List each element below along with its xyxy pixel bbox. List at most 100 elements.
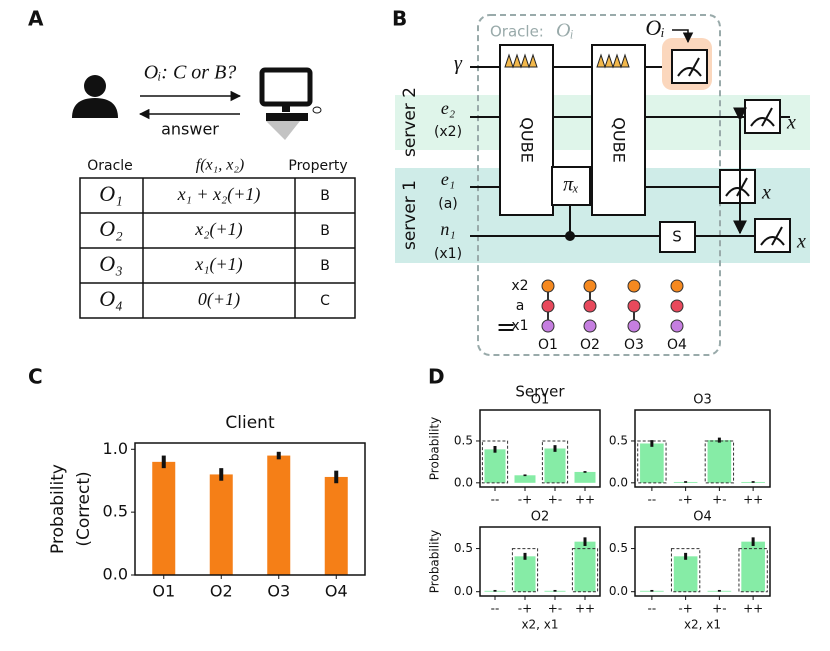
qubit-dot — [583, 319, 597, 333]
x-tick-label: -- — [648, 602, 657, 616]
x-tick-label: O2 — [210, 582, 233, 601]
plot-frame — [634, 409, 771, 488]
meter — [744, 99, 781, 134]
legend-row: a — [516, 298, 525, 314]
chart-title: O2 — [531, 510, 550, 525]
charts: Client 0.0 0.5 1.0 O1 O2 O3 O4 Probability (Corre… — [48, 393, 771, 632]
qubit-note: (x1) — [434, 246, 462, 262]
table-cell: 0(+1) — [198, 289, 240, 310]
table-cell: x₁(+1) — [194, 254, 242, 275]
x-tick-label: -- — [648, 493, 657, 507]
reply: answer — [161, 120, 219, 139]
qubit-label: e₁ — [441, 169, 455, 189]
meter-dial — [677, 67, 702, 77]
bar — [741, 541, 765, 592]
pulse — [504, 53, 538, 69]
qubit-dot — [670, 299, 684, 313]
meter-needle — [771, 226, 783, 246]
table-header: Oracle — [87, 158, 133, 174]
table-cell: x₁ + x₂(+1) — [177, 184, 261, 205]
oracle-symbol: Oᵢ — [556, 20, 574, 42]
gate-label: S — [672, 228, 682, 246]
chart-title: Client — [225, 413, 275, 433]
y-tick-label: 0.0 — [454, 584, 473, 598]
meter — [754, 218, 791, 253]
gate-label: QUBE — [610, 117, 629, 162]
arrow — [672, 29, 694, 44]
x-axis-label: x2, x1 — [684, 618, 721, 632]
ideal-box — [481, 440, 509, 484]
legend-oracle: O2 — [580, 337, 600, 353]
qubit-label: e₂ — [441, 98, 455, 118]
legend-oracle: O4 — [667, 337, 687, 353]
meter-dial — [760, 236, 785, 246]
ideal-box — [571, 548, 599, 593]
bar — [707, 440, 732, 483]
table-cell: x₂(+1) — [194, 219, 242, 240]
x-tick-label: O3 — [267, 582, 290, 601]
x-tick-label: +- — [712, 493, 726, 507]
basis-label: x — [786, 112, 796, 134]
y-axis-label: Probability — [48, 464, 68, 554]
qubit-dot — [627, 279, 641, 293]
ideal-box — [738, 548, 768, 593]
meter-needle — [761, 107, 773, 127]
gate-label: QUBE — [518, 117, 537, 162]
table-cell: B — [320, 188, 330, 204]
person-icon — [84, 75, 106, 97]
y-tick-label: 0.0 — [454, 475, 473, 489]
table-cell: O₁ — [99, 181, 123, 206]
basis-label: x — [761, 182, 771, 204]
legend-row: x2 — [511, 278, 528, 294]
legend-row: x1 — [511, 318, 528, 334]
ideal-box — [670, 548, 701, 593]
query: Oᵢ: C or B? — [144, 62, 237, 84]
person-icon — [72, 98, 118, 118]
panel-label: D — [428, 365, 445, 389]
panel-label: A — [28, 7, 44, 31]
bar — [324, 476, 348, 575]
x-tick-label: ++ — [743, 602, 763, 616]
qubit-dot — [627, 299, 641, 313]
equals: = — [496, 313, 516, 341]
table-header: f(x₁, x₂) — [196, 157, 244, 174]
y-tick-label: 0.5 — [609, 541, 628, 555]
s-gate — [659, 221, 696, 253]
bar — [574, 541, 596, 592]
table-cell: O₂ — [99, 216, 123, 241]
qubit-note: (x2) — [434, 124, 462, 140]
plot-frame — [634, 526, 771, 597]
bar — [484, 449, 506, 483]
oracle-label: Oracle: — [490, 23, 544, 41]
y-tick-label: 0.0 — [609, 584, 628, 598]
meter — [719, 169, 756, 204]
qubit-dot — [541, 299, 555, 313]
x-tick-label: -- — [491, 602, 500, 616]
bar — [152, 461, 176, 575]
bar — [209, 474, 233, 575]
x-tick-label: -+ — [678, 493, 692, 507]
pulse — [596, 53, 630, 69]
computer-icon — [282, 104, 290, 112]
x-tick-label: +- — [712, 602, 726, 616]
legend-oracle: O3 — [624, 337, 644, 353]
panel-a: Oᵢ: C or B? answer Oracle f(x₁, x₂) Prop… — [72, 62, 356, 319]
bar — [544, 448, 566, 483]
qubit-dot — [541, 279, 555, 293]
x-tick-label: -+ — [678, 602, 692, 616]
chart-title: O1 — [531, 393, 550, 408]
qubit-dot — [583, 299, 597, 313]
measure-label: Oᵢ — [645, 15, 664, 40]
x-tick-label: +- — [548, 493, 562, 507]
meter-dial — [750, 117, 775, 127]
x-tick-label: ++ — [575, 493, 595, 507]
y-tick-label: 0.5 — [609, 433, 628, 447]
y-tick-label: 0.0 — [103, 565, 128, 584]
table-cell: O₄ — [99, 286, 123, 311]
qubit-dot — [670, 279, 684, 293]
qubit-label: n₁ — [440, 219, 455, 239]
basis-label: x — [796, 231, 806, 253]
table-header: Property — [288, 158, 347, 174]
computer-icon — [312, 106, 322, 114]
plot-frame — [479, 409, 601, 488]
